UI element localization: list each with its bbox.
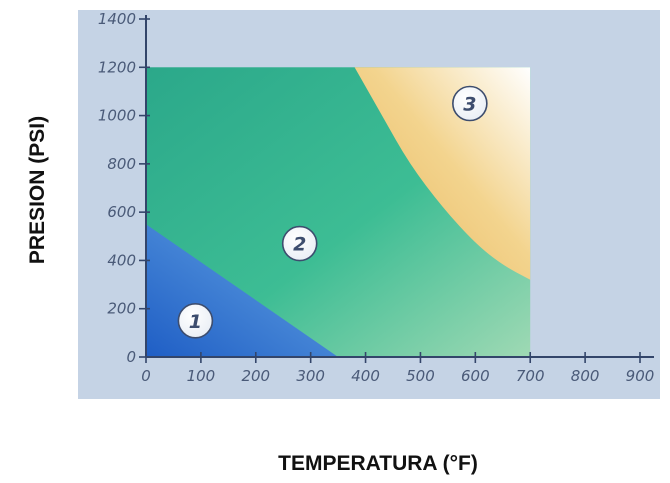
x-tick-label: 800 bbox=[571, 367, 600, 385]
x-tick-label: 600 bbox=[461, 367, 490, 385]
region-1-label: 1 bbox=[189, 311, 202, 333]
y-axis-title: PRESION (PSI) bbox=[26, 116, 49, 264]
y-tick-label: 1400 bbox=[98, 10, 136, 28]
region-3 bbox=[354, 67, 531, 280]
x-tick-label: 400 bbox=[351, 367, 380, 385]
x-tick-label: 300 bbox=[296, 367, 325, 385]
y-tick-label: 800 bbox=[107, 155, 136, 173]
y-tick-label: 1200 bbox=[98, 58, 136, 76]
x-axis-title: TEMPERATURA (°F) bbox=[278, 452, 478, 475]
region-2-label: 2 bbox=[293, 234, 306, 256]
y-tick-label: 400 bbox=[107, 251, 136, 269]
x-tick-label: 500 bbox=[406, 367, 435, 385]
x-tick-label: 100 bbox=[187, 367, 216, 385]
x-tick-label: 900 bbox=[626, 367, 655, 385]
y-tick-label: 1000 bbox=[98, 107, 136, 125]
y-tick-label: 200 bbox=[107, 300, 136, 318]
x-tick-label: 0 bbox=[141, 367, 151, 385]
y-tick-label: 0 bbox=[126, 348, 136, 366]
x-tick-label: 700 bbox=[516, 367, 545, 385]
region-1-badge bbox=[177, 302, 214, 339]
x-tick-label: 200 bbox=[241, 367, 270, 385]
region-3-label: 3 bbox=[463, 94, 476, 116]
y-tick-label: 600 bbox=[107, 203, 136, 221]
region-3-badge bbox=[452, 85, 488, 122]
region-2-badge bbox=[281, 225, 318, 262]
